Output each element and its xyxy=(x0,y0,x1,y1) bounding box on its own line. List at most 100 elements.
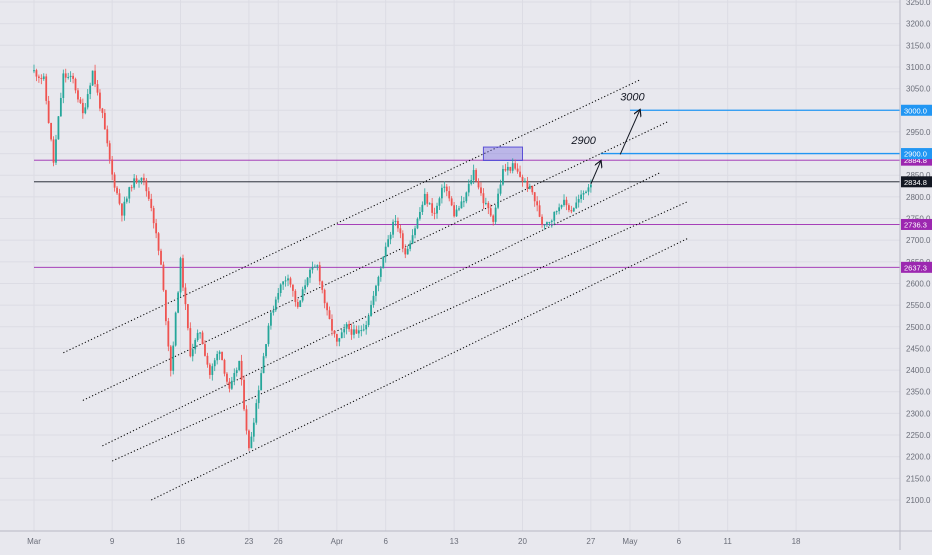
candle-body xyxy=(357,330,360,334)
resistance-zone[interactable] xyxy=(482,146,524,161)
projection-arrow-1[interactable] xyxy=(590,161,601,185)
candle-body xyxy=(497,193,499,208)
candle-body xyxy=(265,344,267,357)
candle-body xyxy=(274,299,277,311)
y-tick-label: 2850.0 xyxy=(906,171,931,180)
candle-body xyxy=(260,373,263,391)
candle-body xyxy=(99,92,101,109)
candle-body xyxy=(89,85,92,95)
candle-body xyxy=(279,284,282,294)
candle-body xyxy=(477,181,480,188)
candle-body xyxy=(502,169,504,185)
candle-body xyxy=(543,224,546,226)
candle-body xyxy=(133,178,136,188)
channel-line[interactable] xyxy=(102,172,660,447)
candle-body xyxy=(392,221,394,235)
projection-arrow-2[interactable] xyxy=(619,110,640,155)
candle-body xyxy=(326,303,328,311)
candle-body xyxy=(313,266,316,268)
candle-body xyxy=(35,70,38,77)
candle-body xyxy=(516,168,519,172)
candle-body xyxy=(96,84,99,93)
candle-body xyxy=(240,360,243,380)
candle-body xyxy=(335,334,338,342)
candle-body xyxy=(538,205,541,217)
price-tag-2637.3 xyxy=(901,261,932,273)
candle-body xyxy=(365,325,368,330)
y-tick-label: 3100.0 xyxy=(906,63,931,72)
candle-body xyxy=(382,256,385,269)
candle-body xyxy=(445,186,448,192)
candle-body xyxy=(162,264,165,291)
price-annotations: 2900 3000 xyxy=(570,91,645,147)
candle-body xyxy=(428,203,431,205)
candle-body xyxy=(140,177,143,181)
candle-body xyxy=(221,351,223,361)
candle-body xyxy=(560,205,563,208)
candle-body xyxy=(350,329,353,335)
time-axis[interactable]: Mar 9 16 23 26 Apr 6 13 20 27 May 6 11 18 xyxy=(27,537,801,546)
candle-body xyxy=(470,180,473,184)
candle-body xyxy=(492,215,495,222)
candle-body xyxy=(506,166,509,171)
candle-body xyxy=(91,70,94,86)
candle-body xyxy=(233,373,236,381)
projection-arrows[interactable] xyxy=(590,110,640,185)
y-tick-label: 3050.0 xyxy=(906,85,931,94)
candle-body xyxy=(257,390,260,404)
channel-line[interactable] xyxy=(151,237,689,501)
price-tag-2736.3 xyxy=(901,218,932,230)
candle-body xyxy=(411,235,414,244)
candle-body xyxy=(528,185,531,189)
candle-body xyxy=(74,78,77,91)
candle-body xyxy=(50,122,52,140)
candlesticks xyxy=(33,64,592,451)
candle-body xyxy=(113,174,116,188)
candle-body xyxy=(377,276,380,286)
y-tick-label: 2450.0 xyxy=(906,344,931,353)
candle-body xyxy=(106,129,109,144)
resistance-box[interactable] xyxy=(482,146,524,161)
candle-body xyxy=(184,287,187,305)
candle-body xyxy=(541,216,543,225)
candle-body xyxy=(379,268,382,277)
candle-body xyxy=(514,163,517,169)
candle-body xyxy=(585,191,587,194)
channel-lines[interactable] xyxy=(63,79,689,501)
candle-body xyxy=(524,180,526,182)
candle-body xyxy=(436,205,438,214)
price-tag-2900.0 xyxy=(901,148,932,160)
candle-body xyxy=(204,344,206,356)
candle-body xyxy=(372,295,375,305)
candle-body xyxy=(57,116,60,140)
candle-body xyxy=(340,332,343,339)
candle-body xyxy=(304,285,307,290)
candle-body xyxy=(194,340,197,350)
candle-body xyxy=(328,310,331,320)
candle-body xyxy=(370,304,372,317)
candle-body xyxy=(52,139,55,163)
price-tag-3000.0 xyxy=(901,104,932,116)
channel-line[interactable] xyxy=(63,79,640,354)
candle-body xyxy=(238,360,241,371)
candle-body xyxy=(182,258,184,288)
candle-body xyxy=(174,312,177,346)
x-tick-label: 13 xyxy=(450,537,459,546)
horizontal-levels[interactable] xyxy=(34,109,900,268)
channel-line[interactable] xyxy=(82,120,670,401)
candle-body xyxy=(55,139,57,163)
candle-body xyxy=(438,198,441,206)
candle-body xyxy=(362,329,365,331)
y-tick-label: 2400.0 xyxy=(906,366,931,375)
candle-body xyxy=(294,290,297,303)
candle-body xyxy=(475,170,477,182)
candle-body xyxy=(355,329,358,334)
candle-body xyxy=(45,76,48,101)
candle-body xyxy=(243,379,245,410)
candle-body xyxy=(179,258,182,293)
y-tick-label: 2200.0 xyxy=(906,453,931,462)
candle-body xyxy=(216,353,219,361)
candle-body xyxy=(245,409,248,431)
